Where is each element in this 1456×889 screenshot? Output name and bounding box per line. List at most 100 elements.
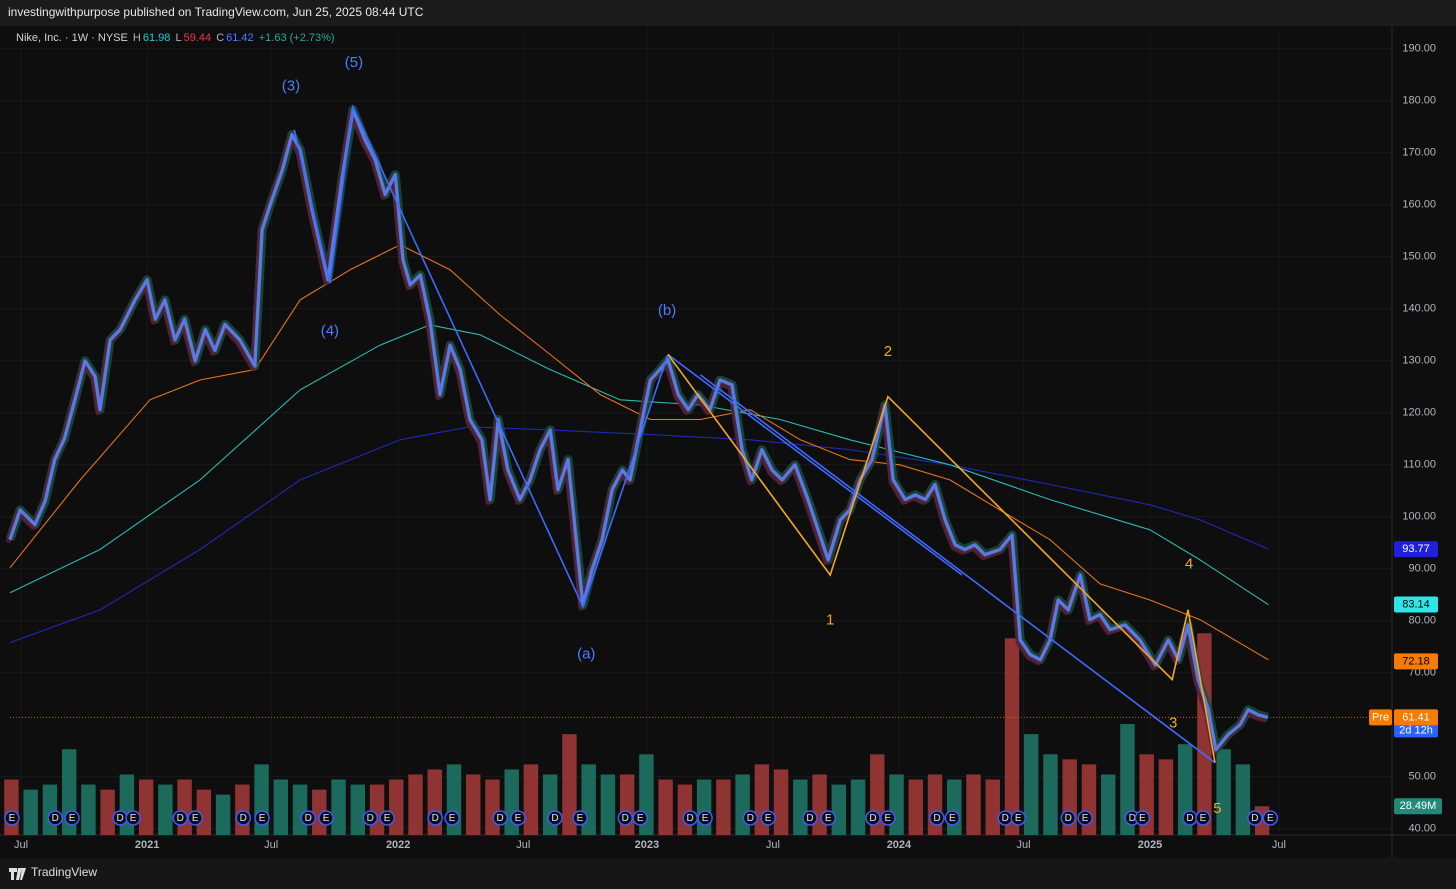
volume-bar — [350, 784, 366, 835]
event-marker — [510, 810, 526, 826]
volume-bar — [215, 794, 231, 835]
y-tick-label: 170.00 — [1402, 147, 1436, 159]
event-marker — [235, 810, 252, 826]
event-marker — [318, 810, 334, 826]
pre-label: Pre — [1372, 711, 1389, 723]
trend-line — [699, 374, 1216, 764]
event-marker — [125, 810, 141, 826]
bottom-bar — [0, 858, 1456, 889]
wave-label: 2 — [884, 343, 892, 360]
x-tick-label: 2021 — [135, 839, 159, 851]
wave-label: 3 — [1169, 715, 1177, 732]
volume-bar — [889, 774, 904, 835]
event-label: E — [9, 813, 16, 824]
event-marker — [1077, 810, 1093, 826]
y-tick-label: 90.00 — [1408, 563, 1436, 575]
event-marker — [617, 810, 633, 826]
event-marker — [379, 810, 395, 826]
event-marker — [880, 810, 896, 826]
volume-tag-label: 28.49M — [1400, 800, 1437, 812]
volume-bar — [677, 784, 693, 835]
volume-bar — [408, 774, 423, 835]
wave-label: (3) — [282, 78, 300, 95]
price-tag-label: 93.77 — [1402, 543, 1430, 555]
event-label: D — [869, 813, 876, 824]
event-label: E — [1015, 813, 1022, 824]
price-halo — [8, 107, 1269, 752]
y-tick-label: 160.00 — [1402, 199, 1436, 211]
volume-bar — [23, 789, 38, 835]
volume-bar — [1043, 754, 1058, 835]
y-tick-label: 110.00 — [1403, 459, 1436, 471]
x-tick-label: 2022 — [386, 839, 410, 851]
event-marker — [492, 810, 508, 826]
event-label: E — [515, 813, 522, 824]
y-tick-label: 50.00 — [1408, 771, 1436, 783]
x-tick-label: Jul — [264, 839, 278, 851]
price-line — [9, 108, 1269, 751]
event-label: D — [52, 813, 59, 824]
volume-bar — [658, 779, 673, 835]
event-label: D — [806, 813, 813, 824]
volume-bar — [1120, 724, 1135, 835]
volume-bar — [793, 779, 808, 835]
event-label: D — [747, 813, 754, 824]
y-tick-label: 80.00 — [1408, 615, 1436, 627]
event-marker — [929, 810, 945, 826]
event-marker — [254, 810, 270, 826]
volume-bar — [466, 774, 481, 835]
volume-bar — [908, 779, 923, 835]
event-label: E — [384, 813, 391, 824]
volume-bar — [389, 779, 404, 835]
x-tick-label: Jul — [1272, 839, 1286, 851]
y-tick-label: 130.00 — [1402, 355, 1436, 367]
event-label: E — [259, 813, 266, 824]
y-tick-label: 140.00 — [1402, 303, 1436, 315]
volume-bar — [619, 774, 635, 835]
event-label: E — [1082, 813, 1089, 824]
y-tick-label: 100.00 — [1402, 511, 1436, 523]
event-marker — [820, 810, 836, 826]
event-marker — [1247, 810, 1263, 826]
event-label: E — [637, 813, 644, 824]
event-marker — [760, 810, 776, 826]
volume-bar — [100, 789, 115, 835]
event-label: D — [432, 813, 439, 824]
symbol: Nike, Inc. · 1W · NYSE — [16, 32, 128, 44]
event-label: E — [765, 813, 772, 824]
volume-bar — [716, 779, 731, 835]
event-marker — [300, 810, 316, 826]
volume-bar — [369, 784, 385, 835]
volume-bar — [542, 774, 558, 835]
x-tick-label: 2024 — [887, 839, 912, 851]
volume-bar — [1004, 638, 1020, 835]
l-label: L — [175, 32, 182, 44]
volume-bar — [773, 769, 789, 835]
event-label: E — [949, 813, 956, 824]
event-label: D — [1251, 813, 1258, 824]
y-tick-label: 120.00 — [1402, 407, 1436, 419]
event-label: D — [1002, 813, 1009, 824]
volume-tag — [1394, 798, 1442, 815]
volume-bar — [177, 779, 192, 835]
volume-bar — [600, 774, 616, 835]
y-tick-label: 40.00 — [1408, 823, 1436, 835]
x-tick-label: 2023 — [635, 839, 659, 851]
moving-average — [9, 426, 1269, 644]
volume-bar — [138, 779, 154, 835]
c-label: C — [216, 32, 225, 44]
y-tick-label: 70.00 — [1408, 667, 1436, 679]
x-tick-label: Jul — [766, 839, 780, 851]
event-marker — [4, 810, 20, 826]
trend-line — [667, 353, 963, 576]
top-bar — [0, 0, 1456, 26]
h-label: H — [132, 32, 141, 44]
y-tick-label: 150.00 — [1402, 251, 1436, 263]
event-marker — [427, 810, 443, 826]
event-marker — [444, 810, 460, 826]
event-marker — [944, 810, 961, 826]
volume-bar — [966, 774, 981, 835]
event-label: E — [702, 813, 709, 824]
